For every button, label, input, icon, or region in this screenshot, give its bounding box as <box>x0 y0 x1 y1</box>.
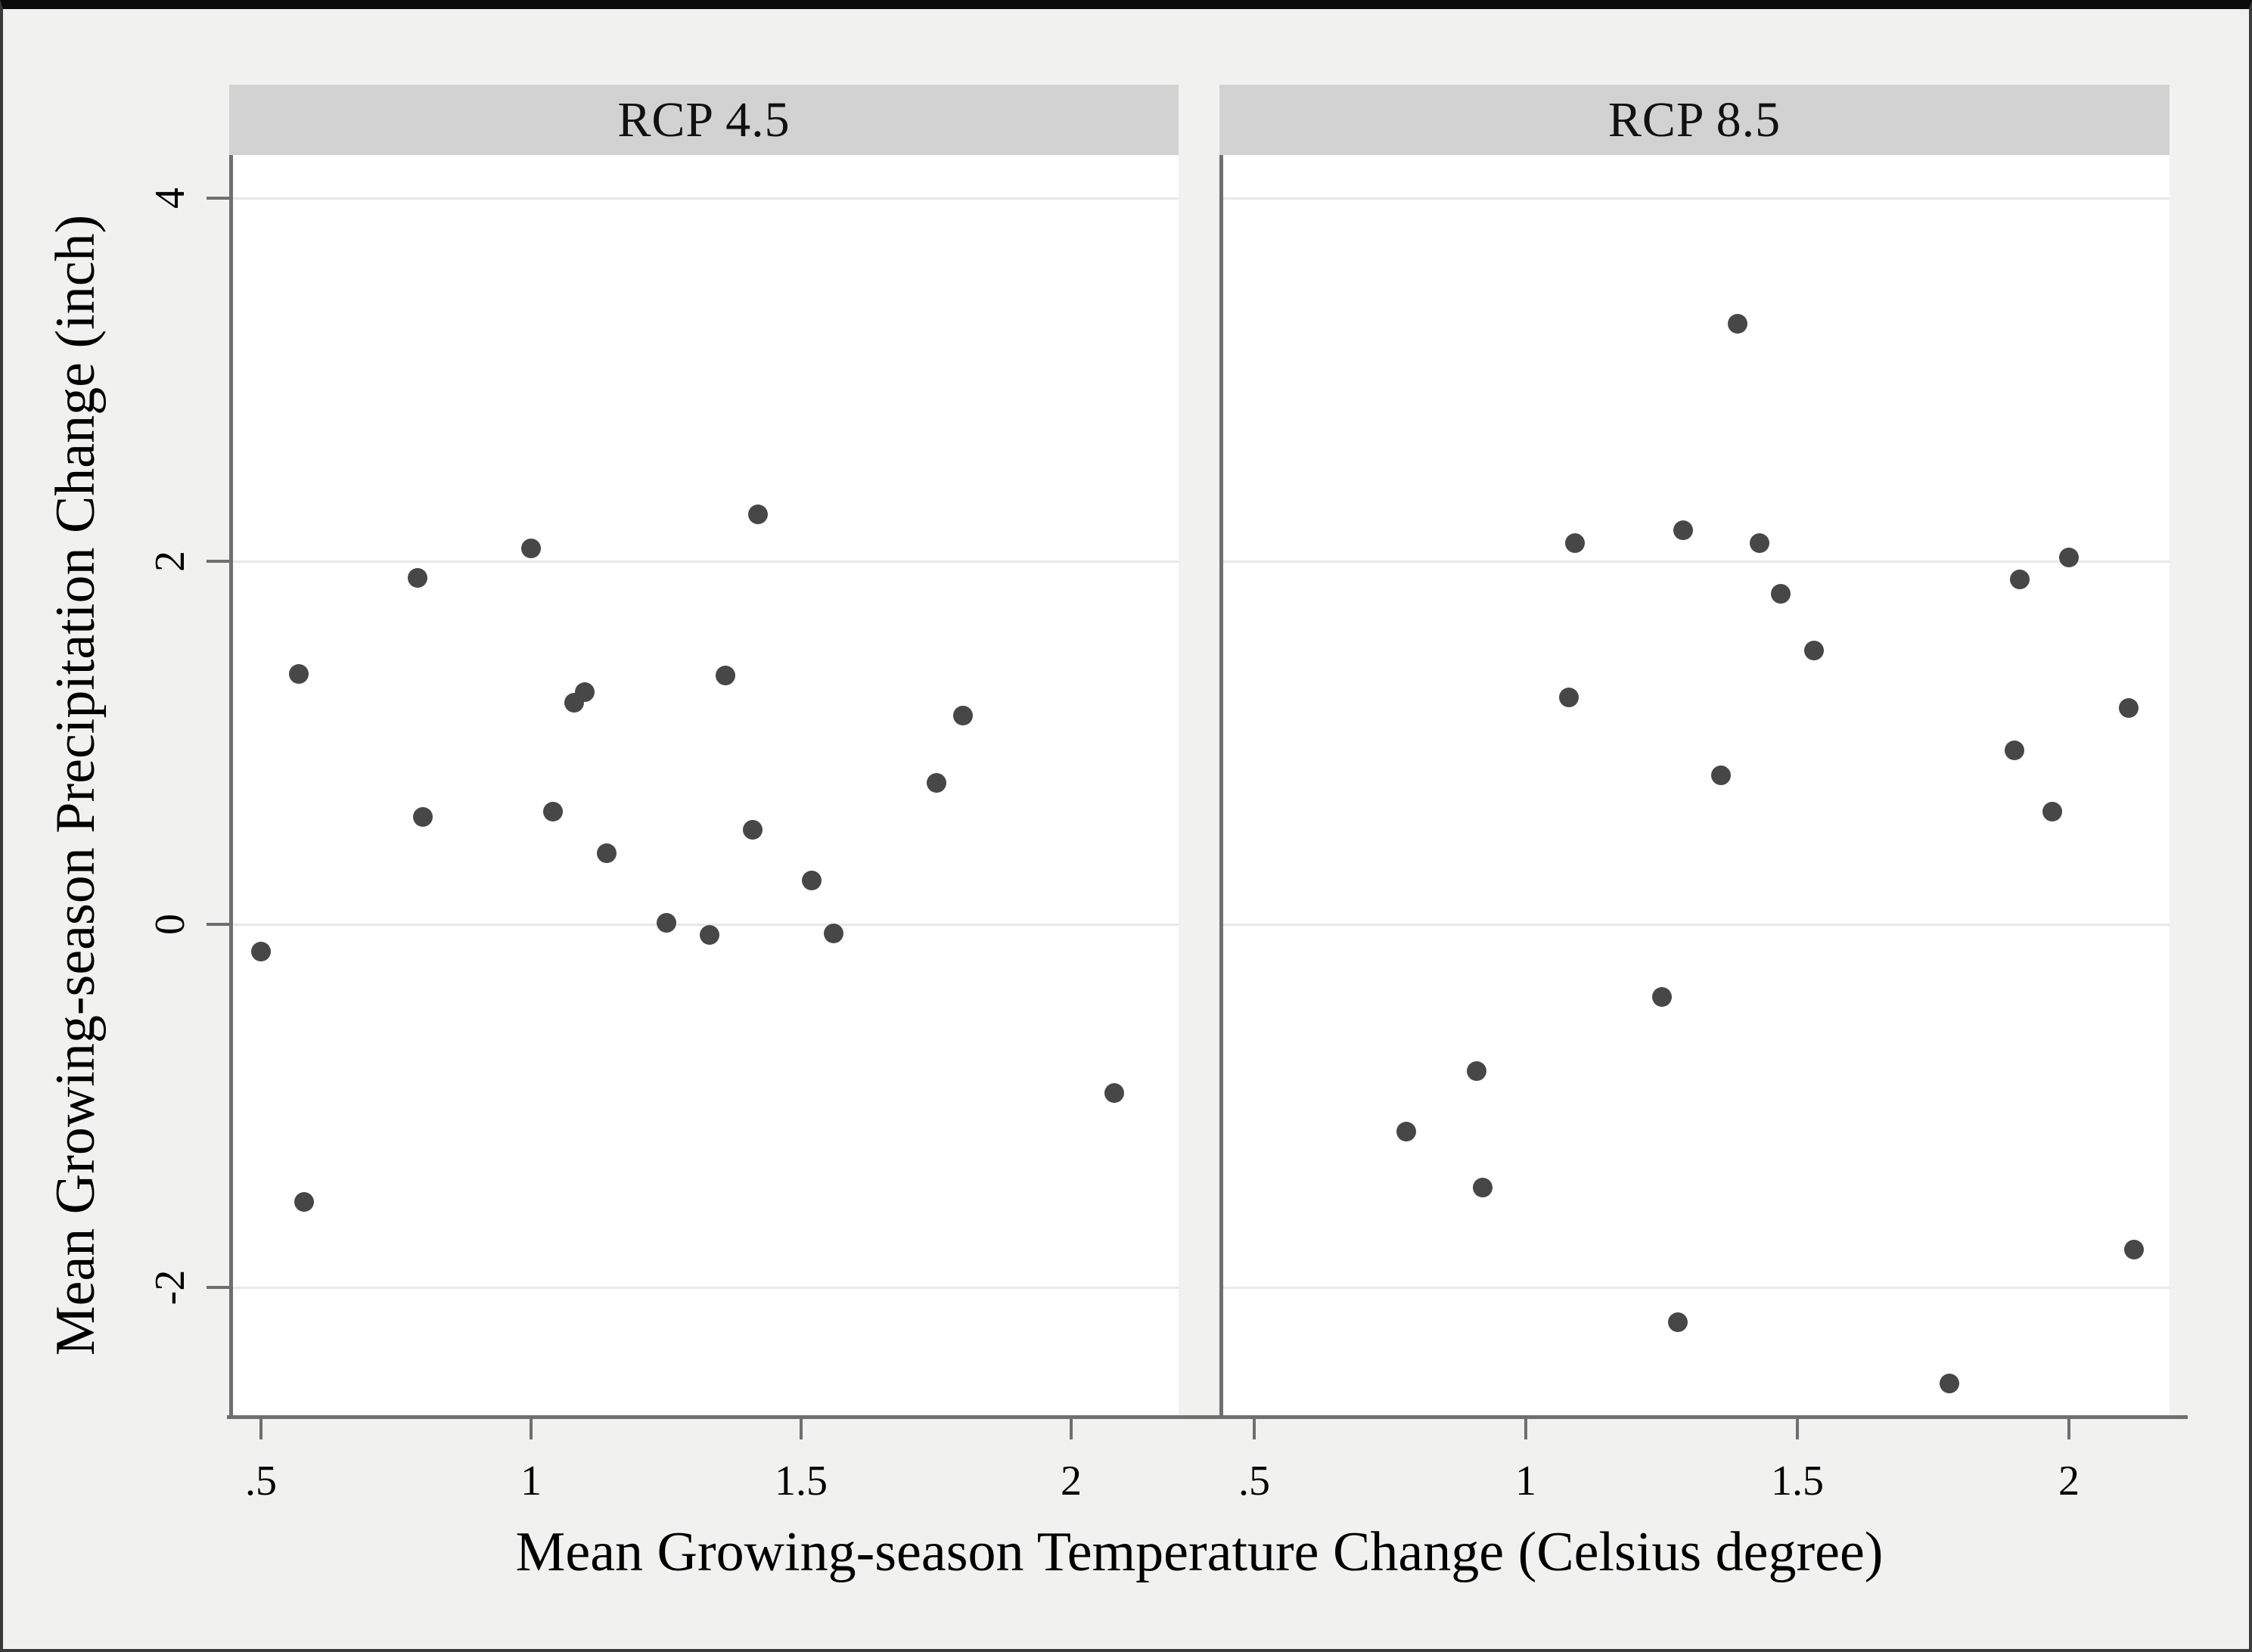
x-tick-label: 1 <box>1515 1458 1536 1504</box>
x-tick-label: 1 <box>520 1458 542 1504</box>
y-gridline <box>1219 1287 2170 1289</box>
data-point <box>2005 740 2025 760</box>
data-point <box>1564 533 1585 553</box>
data-point <box>1467 1061 1487 1082</box>
data-point <box>1803 640 1824 660</box>
y-tick-label: 0 <box>147 914 194 935</box>
y-axis-line <box>229 155 233 1419</box>
y-tick-label: 4 <box>147 188 194 209</box>
x-tick-label: 2 <box>1061 1458 1082 1504</box>
data-point <box>1940 1374 1960 1394</box>
plot-area <box>229 155 1179 1415</box>
y-gridline <box>1219 924 2170 926</box>
data-point <box>2010 570 2030 589</box>
data-point <box>742 820 763 840</box>
data-point <box>2118 698 2139 719</box>
data-point <box>1771 584 1791 604</box>
data-point <box>1728 313 1748 334</box>
data-point <box>1668 1312 1688 1332</box>
panel-header-rcp85: RCP 8.5 <box>1219 85 2170 155</box>
x-tick-label: 2 <box>2058 1458 2080 1504</box>
data-point <box>251 942 271 961</box>
data-point <box>1396 1121 1417 1141</box>
y-tick <box>207 197 229 200</box>
y-gridline <box>229 197 1179 200</box>
x-tick-label: .5 <box>1238 1458 1270 1504</box>
x-tick <box>2067 1415 2070 1439</box>
x-tick <box>1070 1415 1073 1439</box>
data-point <box>953 706 974 725</box>
panel-header-rcp45: RCP 4.5 <box>229 85 1179 155</box>
x-tick <box>1796 1415 1799 1439</box>
data-point <box>288 663 309 684</box>
x-tick-label: .5 <box>245 1458 277 1504</box>
x-tick-label: 1.5 <box>1771 1458 1824 1504</box>
data-point <box>1472 1178 1493 1197</box>
y-gridline <box>229 1287 1179 1289</box>
x-tick-label: 1.5 <box>775 1458 828 1504</box>
y-axis-title: Mean Growing-season Precipitation Change… <box>45 214 107 1356</box>
y-axis-line <box>1219 155 1223 1419</box>
x-axis-title: Mean Growing-season Temperature Change (… <box>515 1521 1884 1583</box>
x-tick <box>259 1415 262 1439</box>
panel-header-label: RCP 4.5 <box>617 92 791 148</box>
data-point <box>823 924 843 943</box>
data-point <box>596 843 617 864</box>
x-axis-line <box>227 1415 2188 1419</box>
data-point <box>1673 520 1694 541</box>
y-tick <box>207 923 229 926</box>
x-tick <box>1253 1415 1256 1439</box>
data-point <box>1104 1083 1125 1104</box>
data-point <box>699 925 719 946</box>
y-tick <box>207 1286 229 1289</box>
data-point <box>926 772 946 793</box>
y-tick-label: -2 <box>147 1269 194 1306</box>
data-point <box>294 1192 315 1213</box>
data-point <box>413 807 433 828</box>
data-point <box>575 682 595 702</box>
panel-header-label: RCP 8.5 <box>1607 92 1781 148</box>
y-gridline <box>229 560 1179 563</box>
data-point <box>747 504 768 524</box>
x-tick <box>530 1415 533 1439</box>
data-point <box>716 666 736 686</box>
plot-area <box>1219 155 2170 1415</box>
data-point <box>1711 765 1732 786</box>
data-point <box>802 871 822 891</box>
x-tick <box>800 1415 803 1439</box>
data-point <box>1651 987 1672 1007</box>
y-tick <box>207 560 229 563</box>
y-gridline <box>1219 197 2170 200</box>
y-gridline <box>1219 560 2170 563</box>
data-point <box>542 802 563 822</box>
data-point <box>2042 802 2063 822</box>
data-point <box>2059 548 2079 568</box>
data-point <box>408 567 428 588</box>
data-point <box>521 539 541 559</box>
y-gridline <box>229 924 1179 926</box>
data-point <box>1559 688 1580 707</box>
data-point <box>1749 533 1769 553</box>
x-tick <box>1524 1415 1527 1439</box>
data-point <box>656 912 676 933</box>
y-tick-label: 2 <box>147 551 194 572</box>
data-point <box>2124 1239 2145 1259</box>
